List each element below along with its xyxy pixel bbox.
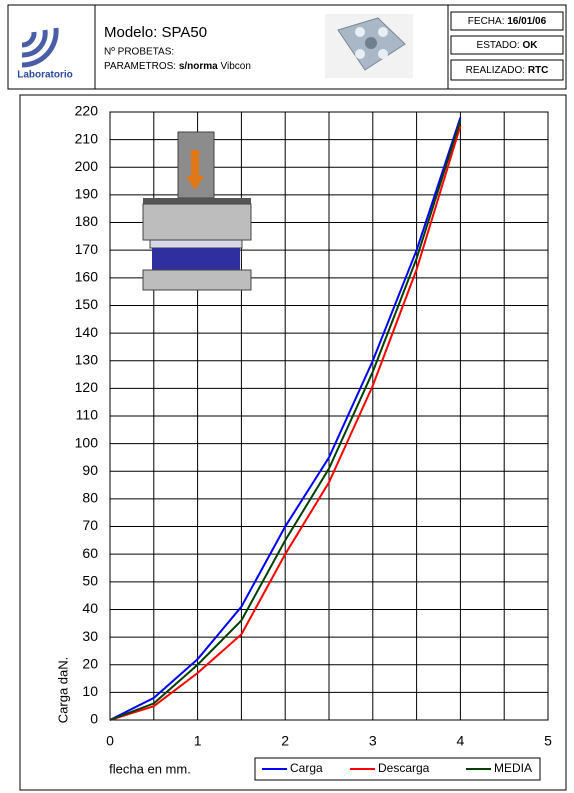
y-tick-label: 100: [75, 434, 99, 450]
product-image: [325, 14, 413, 78]
y-tick-label: 210: [75, 130, 99, 146]
y-tick-label: 10: [82, 683, 98, 699]
realizado-label: REALIZADO:: [466, 65, 525, 76]
logo: [22, 28, 56, 65]
parametros-norma: s/norma: [179, 61, 218, 72]
x-tick-label: 2: [281, 733, 289, 749]
chart-frame: [20, 95, 566, 790]
y-tick-label: 200: [75, 158, 99, 174]
y-tick-label: 60: [82, 545, 98, 561]
model: Modelo: SPA50: [104, 24, 207, 41]
legend-label: Descarga: [378, 761, 430, 775]
y-axis-label: Carga daN.: [55, 657, 70, 723]
fecha-value: 16/01/06: [507, 16, 546, 27]
y-tick-label: 20: [82, 655, 98, 671]
x-tick-label: 5: [544, 733, 552, 749]
y-tick-label: 120: [75, 379, 99, 395]
estado-value: OK: [522, 40, 538, 51]
parametros: PARAMETROS: s/norma Vibcon: [104, 61, 251, 72]
y-tick-label: 80: [82, 490, 98, 506]
y-tick-label: 160: [75, 269, 99, 285]
fecha: FECHA: 16/01/06: [468, 16, 547, 27]
estado-label: ESTADO:: [477, 40, 520, 51]
x-axis-label: flecha en mm.: [109, 761, 191, 776]
y-tick-label: 50: [82, 573, 98, 589]
fecha-label: FECHA:: [468, 16, 505, 27]
parametros-label: PARAMETROS:: [104, 61, 176, 72]
x-tick-label: 0: [106, 733, 114, 749]
x-tick-label: 3: [369, 733, 377, 749]
y-tick-label: 30: [82, 628, 98, 644]
estado: ESTADO: OK: [477, 40, 539, 51]
y-tick-label: 0: [90, 711, 98, 727]
y-tick-label: 170: [75, 241, 99, 257]
parametros-value: Vibcon: [221, 61, 251, 72]
y-tick-label: 180: [75, 213, 99, 229]
realizado: REALIZADO: RTC: [466, 65, 549, 76]
probetas: Nº PROBETAS:: [104, 47, 174, 58]
realizado-value: RTC: [528, 65, 549, 76]
page: Laboratorio Modelo: SPA50 Nº PROBETAS: P…: [0, 0, 574, 793]
y-tick-label: 150: [75, 296, 99, 312]
y-tick-label: 110: [76, 407, 99, 423]
logo-text: Laboratorio: [17, 70, 73, 81]
y-tick-label: 220: [75, 103, 99, 119]
y-tick-label: 70: [82, 517, 98, 533]
y-tick-label: 140: [75, 324, 99, 340]
x-tick-label: 1: [194, 733, 202, 749]
y-tick-label: 90: [82, 462, 98, 478]
legend-label: Carga: [290, 761, 323, 775]
y-tick-label: 40: [82, 600, 98, 616]
y-tick-label: 190: [75, 186, 99, 202]
y-tick-label: 130: [75, 351, 99, 367]
legend-label: MEDIA: [494, 761, 532, 775]
x-tick-label: 4: [457, 733, 465, 749]
